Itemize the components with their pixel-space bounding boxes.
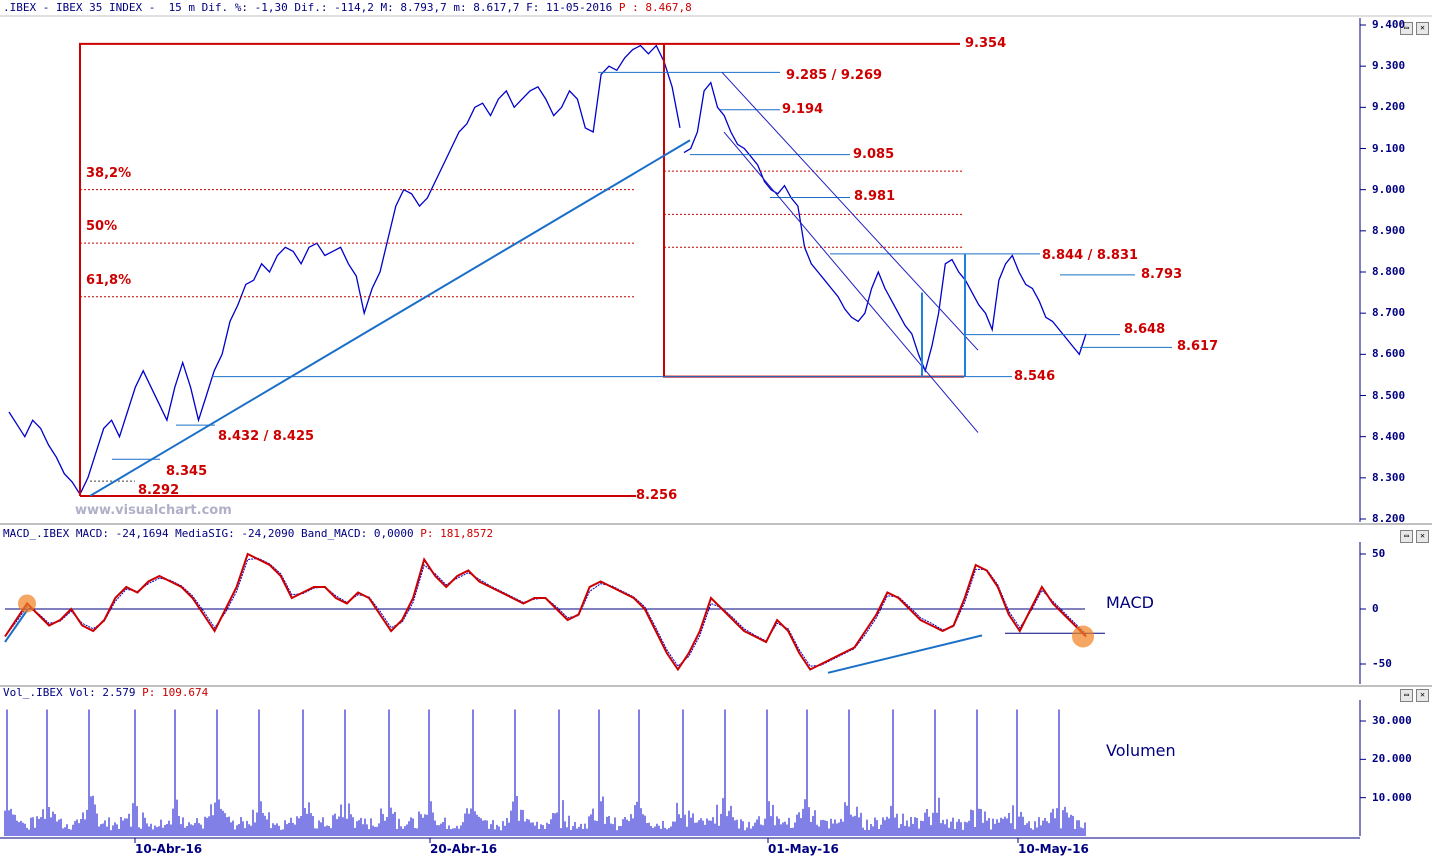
volume-y-tick-label: 30.000 — [1372, 714, 1412, 727]
macd-panel-label: MACD — [1106, 593, 1154, 612]
macd-highlight-circle — [1072, 625, 1094, 648]
volume-panel-header: Vol_.IBEX Vol: 2.579 P: 109.674 — [3, 686, 208, 699]
price-y-tick-label: 8.700 — [1372, 306, 1406, 320]
macd-header-label: MACD_.IBEX MACD: -24,1694 MediaSIG: -24,… — [3, 527, 414, 540]
macd-line — [4, 552, 1087, 672]
x-tick-label: 20-Abr-16 — [430, 842, 498, 856]
macd-panel-close-button[interactable]: ✕ — [1416, 530, 1429, 543]
price-annotation-label: 9.354 — [965, 35, 1007, 51]
price-annotation-label: 8.432 / 8.425 — [218, 428, 315, 444]
x-tick-label: 01-May-16 — [768, 842, 839, 856]
x-tick-label: 10-Abr-16 — [135, 842, 203, 856]
macd-header-value: P: 181,8572 — [420, 527, 494, 540]
price-panel-restore-button[interactable]: ▭ — [1400, 22, 1413, 35]
price-y-tick-label: 9.200 — [1372, 100, 1406, 114]
price-annotation-label: 8.256 — [636, 487, 678, 503]
fib-level-label: 50% — [86, 219, 118, 235]
price-annotation-label: 8.292 — [138, 483, 180, 498]
volume-y-tick-label: 10.000 — [1372, 790, 1412, 804]
macd-y-tick-label: 0 — [1372, 602, 1379, 615]
ascending-trendline — [89, 139, 691, 497]
volume-panel-close-button[interactable]: ✕ — [1416, 689, 1429, 702]
channel-upper-line — [721, 72, 979, 351]
price-header-label: .IBEX - IBEX 35 INDEX - 15 m Dif. %: -1,… — [3, 1, 613, 14]
x-tick-label: 10-May-16 — [1018, 842, 1089, 856]
price-y-tick-label: 9.000 — [1372, 182, 1406, 196]
price-y-tick-label: 8.900 — [1372, 223, 1406, 237]
price-annotation-label: 8.793 — [1141, 266, 1183, 282]
price-y-tick-label: 8.400 — [1372, 429, 1406, 443]
price-annotation-label: 9.194 — [782, 101, 824, 117]
price-series-line — [683, 81, 1087, 373]
macd-divergence-line — [4, 608, 29, 643]
price-header-value: P : 8.467,8 — [618, 1, 692, 14]
price-series-line — [8, 44, 681, 496]
price-annotation-label: 8.546 — [1014, 368, 1056, 384]
fib-level-label: 61,8% — [86, 272, 132, 288]
price-annotation-label: 8.617 — [1177, 339, 1219, 355]
price-panel-close-button[interactable]: ✕ — [1416, 22, 1429, 35]
channel-lower-line — [723, 131, 979, 433]
price-y-tick-label: 8.600 — [1372, 347, 1406, 361]
volume-panel-label: Volumen — [1106, 741, 1176, 760]
price-y-tick-label: 9.300 — [1372, 59, 1406, 73]
price-y-tick-label: 8.300 — [1372, 470, 1406, 484]
macd-y-tick-label: -50 — [1372, 657, 1392, 670]
volume-header-label: Vol_.IBEX Vol: 2.579 — [3, 686, 136, 699]
volume-panel-restore-button[interactable]: ▭ — [1400, 689, 1413, 702]
macd-y-tick-label: 50 — [1372, 547, 1386, 560]
macd-highlight-circle — [18, 594, 36, 613]
red-range-box-right — [663, 43, 964, 378]
price-y-tick-label: 8.200 — [1372, 512, 1406, 525]
price-annotation-label: 9.285 / 9.269 — [786, 67, 883, 83]
volume-y-tick-label: 20.000 — [1372, 752, 1412, 766]
price-annotation-label: 8.844 / 8.831 — [1042, 248, 1139, 264]
price-y-tick-label: 9.400 — [1372, 18, 1406, 31]
price-y-tick-label: 9.100 — [1372, 141, 1406, 155]
price-annotation-label: 9.085 — [853, 146, 895, 162]
macd-divergence-line — [827, 634, 983, 674]
price-annotation-label: 8.648 — [1124, 321, 1166, 337]
volume-header-value: P: 109.674 — [142, 686, 209, 699]
price-y-tick-label: 8.800 — [1372, 265, 1406, 278]
watermark: www.visualchart.com — [75, 503, 232, 518]
red-range-box-left — [79, 42, 960, 496]
fib-level-label: 38,2% — [86, 165, 132, 181]
macd-panel-header: MACD_.IBEX MACD: -24,1694 MediaSIG: -24,… — [3, 527, 493, 540]
price-annotation-label: 8.345 — [166, 463, 208, 479]
macd-panel-restore-button[interactable]: ▭ — [1400, 530, 1413, 543]
price-panel-header: .IBEX - IBEX 35 INDEX - 15 m Dif. %: -1,… — [3, 1, 692, 14]
price-annotation-label: 8.981 — [854, 189, 896, 205]
price-y-tick-label: 8.500 — [1372, 388, 1406, 402]
